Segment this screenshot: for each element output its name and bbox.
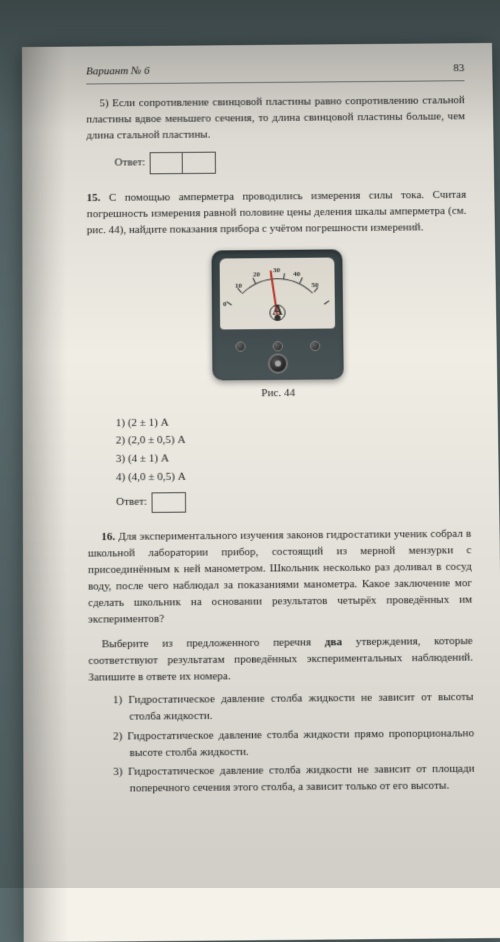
page-content: Вариант № 6 83 5) Если сопротивление сви…: [86, 61, 475, 798]
header-rule: [86, 80, 464, 84]
instr-bold: два: [325, 636, 342, 649]
answer-15-row: Ответ:: [116, 490, 471, 514]
ammeter-body: 0 10 20 30 40 50: [212, 249, 344, 380]
question-15-text: С помощью амперметра проводились измерен…: [87, 188, 467, 236]
option-1: 1) (2 ± 1) А: [116, 412, 470, 431]
ammeter-figure: 0 10 20 30 40 50: [87, 248, 469, 381]
answer-15-box[interactable]: [151, 492, 186, 513]
question-15: 15. С помощью амперметра проводились изм…: [87, 187, 467, 239]
statement-2: 2) Гидростатическое давление столба жидк…: [113, 726, 474, 762]
page-header: Вариант № 6 83: [86, 61, 464, 80]
ammeter-unit: A: [269, 304, 285, 320]
statement-3: 3) Гидростатическое давление столба жидк…: [113, 762, 475, 798]
page-number: 83: [453, 61, 464, 77]
answer-cell[interactable]: [150, 153, 182, 173]
terminal-row: [212, 340, 343, 351]
variant-label: Вариант № 6: [86, 64, 150, 81]
terminal-knob: [273, 341, 283, 351]
terminal-knob: [310, 340, 320, 350]
answer-cell[interactable]: [182, 152, 214, 172]
option-2: 2) (2,0 ± 0,5) А: [116, 431, 470, 450]
answer-label: Ответ:: [114, 155, 145, 171]
question-16: 16. Для экспериментального изучения зако…: [88, 527, 473, 629]
adjust-knob: [268, 353, 288, 374]
question-15-number: 15.: [87, 192, 101, 204]
question-16-number: 16.: [101, 531, 115, 543]
option-3: 3) (4 ± 1) А: [116, 449, 470, 468]
terminal-knob: [236, 341, 246, 351]
statement-1: 1) Гидростатическое давление столба жидк…: [113, 689, 474, 725]
ammeter-dial: 0 10 20 30 40 50: [220, 257, 335, 329]
figure-caption: Рис. 44: [87, 384, 469, 404]
page-spine-shadow: [22, 47, 69, 942]
instr-a: Выберите из предложенного перечня: [102, 636, 325, 650]
textbook-page: Вариант № 6 83 5) Если сопротивление сви…: [22, 43, 500, 942]
answer-5-row: Ответ:: [114, 149, 465, 174]
question-16-statements: 1) Гидростатическое давление столба жидк…: [113, 689, 475, 798]
question-15-options: 1) (2 ± 1) А 2) (2,0 ± 0,5) А 3) (4 ± 1)…: [116, 412, 471, 486]
answer-label: Ответ:: [116, 495, 147, 512]
answer-5-box[interactable]: [149, 151, 215, 174]
question-16-intro: Для экспериментального изучения законов …: [88, 528, 472, 626]
question-5-text: 5) Если сопротивление свинцовой пластины…: [86, 93, 465, 144]
option-4: 4) (4,0 ± 0,5) А: [116, 467, 471, 486]
question-16-instruction: Выберите из предложенного перечня два ут…: [88, 634, 473, 687]
